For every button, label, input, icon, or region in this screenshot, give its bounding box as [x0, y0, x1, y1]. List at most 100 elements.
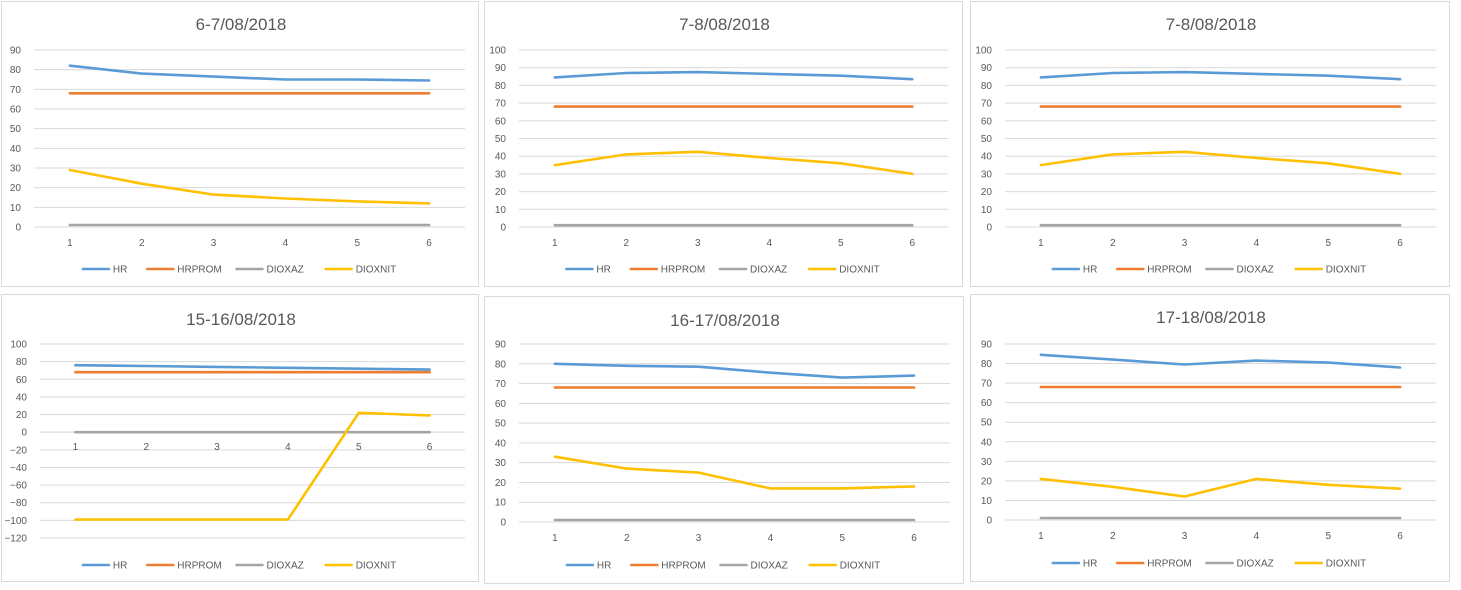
y-tick-label: 20: [10, 183, 22, 194]
y-tick-label: 80: [10, 65, 22, 76]
x-tick-label: 5: [1325, 531, 1331, 542]
legend-label: HRPROM: [661, 265, 705, 276]
legend-item-dioxaz: DIOXAZ: [718, 265, 787, 276]
chart-panel-4: 15-16/08/2018 −120 −100 −80 −60 −40 −20 0 20 40 60…: [1, 294, 479, 582]
y-tick-label: 80: [495, 81, 507, 92]
chart-title: 16-17/08/2018: [670, 311, 780, 330]
legend-label: HRPROM: [177, 265, 221, 276]
legend-label: HRPROM: [661, 561, 705, 572]
chart-svg-3: 7-8/08/2018 0 10 20 30 40 50 60 70 80 90 100 1 2 3 4 5 6 H…: [975, 15, 1436, 276]
chart-panel-3: 7-8/08/2018 0 10 20 30 40 50 60 70 80 90 100 1 2 3 4 5 6 H…: [970, 1, 1450, 287]
y-tick-label: 0: [21, 428, 27, 439]
y-tick-label: −80: [10, 498, 27, 509]
x-tick-label: 6: [909, 238, 915, 249]
legend-item-hr: HR: [565, 265, 611, 276]
y-tick-label: 70: [10, 85, 22, 96]
y-tick-label: 90: [10, 46, 22, 57]
y-tick-label: 80: [495, 359, 507, 370]
y-tick-label: 20: [981, 476, 993, 487]
y-tick-label: 10: [495, 205, 507, 216]
y-tick-label: 10: [981, 496, 993, 507]
x-tick-label: 3: [695, 238, 701, 249]
x-tick-label: 6: [426, 238, 432, 249]
chart-panel-6: 17-18/08/2018 0 10 20 30 40 50 60 70 80 90 1 2 3 4 5 6 HR…: [970, 294, 1450, 582]
legend-label: HR: [1083, 265, 1097, 276]
legend-label: HR: [1083, 559, 1097, 570]
legend-item-hrprom: HRPROM: [630, 561, 706, 572]
legend-item-dioxaz: DIOXAZ: [719, 561, 788, 572]
y-tick-label: −40: [10, 463, 27, 474]
y-tick-label: 30: [495, 169, 507, 180]
x-tick-label: 1: [552, 238, 558, 249]
y-tick-label: 60: [981, 116, 993, 127]
y-tick-label: 90: [981, 340, 993, 351]
y-tick-label: 90: [495, 63, 507, 74]
y-tick-label: 50: [981, 418, 993, 429]
legend-item-hr: HR: [1051, 265, 1097, 276]
series-line-hr: [553, 362, 916, 379]
chart-svg-4: 15-16/08/2018 −120 −100 −80 −60 −40 −20 0 20 40 60…: [4, 310, 465, 572]
y-tick-label: 10: [10, 203, 22, 214]
y-tick-label: 70: [981, 99, 993, 110]
series-line-hr: [553, 70, 914, 81]
legend-item-dioxnit: DIOXNIT: [808, 561, 881, 572]
x-tick-label: 4: [1254, 238, 1260, 249]
x-tick-label: 2: [139, 238, 145, 249]
y-tick-label: 40: [981, 437, 993, 448]
y-tick-label: −20: [10, 445, 27, 456]
legend-item-dioxaz: DIOXAZ: [1205, 265, 1274, 276]
y-tick-label: 90: [495, 340, 507, 351]
legend-label: HR: [113, 265, 127, 276]
y-tick-label: 100: [489, 46, 506, 57]
legend-label: DIOXNIT: [1326, 559, 1367, 570]
y-tick-label: −120: [4, 534, 27, 545]
x-tick-label: 1: [552, 533, 558, 544]
x-tick-label: 6: [1397, 531, 1403, 542]
chart-title: 6-7/08/2018: [196, 15, 287, 34]
series-line-dioxnit: [1039, 477, 1402, 498]
y-tick-label: 40: [495, 152, 507, 163]
x-tick-label: 5: [354, 238, 360, 249]
legend-item-hrprom: HRPROM: [1116, 559, 1192, 570]
y-tick-label: 30: [981, 169, 993, 180]
x-tick-label: 2: [143, 442, 149, 453]
x-tick-label: 3: [1182, 238, 1188, 249]
legend-item-hr: HR: [1051, 559, 1097, 570]
y-tick-label: 40: [10, 144, 22, 155]
legend-label: DIOXNIT: [1326, 265, 1367, 276]
legend-item-hr: HR: [81, 265, 127, 276]
y-tick-label: 60: [495, 399, 507, 410]
legend-item-hrprom: HRPROM: [1116, 265, 1192, 276]
x-tick-label: 2: [623, 238, 629, 249]
x-tick-label: 5: [838, 238, 844, 249]
legend-label: DIOXAZ: [750, 265, 787, 276]
series-line-hr: [1039, 353, 1402, 369]
x-tick-label: 5: [1325, 238, 1331, 249]
x-tick-label: 2: [624, 533, 630, 544]
series-line-dioxnit: [553, 455, 916, 490]
legend-label: DIOXAZ: [267, 265, 304, 276]
legend-label: HR: [596, 265, 610, 276]
legend-label: DIOXNIT: [840, 561, 881, 572]
y-tick-label: 50: [495, 134, 507, 145]
y-tick-label: 30: [10, 164, 22, 175]
chart-svg-2: 7-8/08/2018 0 10 20 30 40 50 60 70 80 90 100 1 2 3 4 5 6 H…: [489, 15, 948, 276]
y-tick-label: 50: [981, 134, 993, 145]
y-tick-label: 20: [495, 478, 507, 489]
chart-title: 7-8/08/2018: [1166, 15, 1257, 34]
x-tick-label: 4: [285, 442, 291, 453]
chart-title: 15-16/08/2018: [186, 310, 296, 329]
legend-item-dioxnit: DIOXNIT: [324, 561, 396, 572]
y-tick-label: 50: [10, 124, 22, 135]
y-tick-label: 0: [986, 223, 992, 234]
y-tick-label: 0: [986, 516, 992, 527]
chart-svg-6: 17-18/08/2018 0 10 20 30 40 50 60 70 80 90 1 2 3 4 5 6 HR…: [981, 308, 1436, 570]
legend-item-hrprom: HRPROM: [629, 265, 705, 276]
y-tick-label: 0: [15, 223, 21, 234]
legend-label: DIOXAZ: [1237, 559, 1274, 570]
chart-panel-1: 6-7/08/2018 0 10 20 30 40 50 60 70 80 90 1 2 3 4 5 6 HR HR…: [1, 1, 479, 287]
x-tick-label: 3: [214, 442, 220, 453]
legend-item-dioxaz: DIOXAZ: [235, 561, 304, 572]
y-tick-label: 70: [495, 99, 507, 110]
x-tick-label: 5: [356, 442, 362, 453]
